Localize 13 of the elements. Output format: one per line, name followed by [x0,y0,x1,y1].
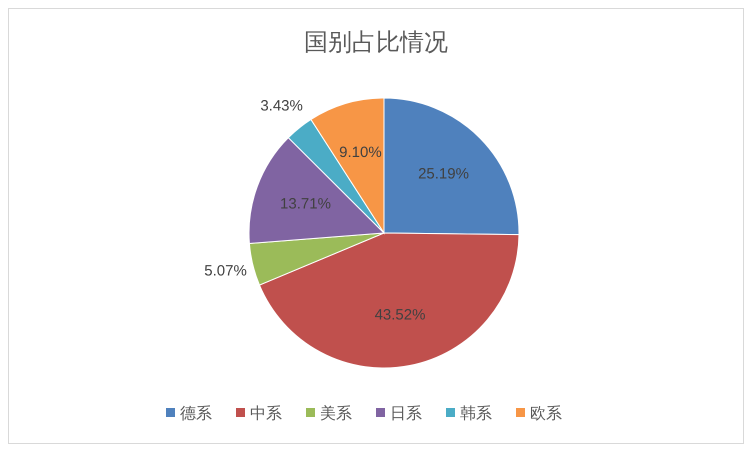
legend-label: 中系 [250,404,282,422]
data-label: 3.43% [260,98,303,115]
chart-title: 国别占比情况 [304,28,448,56]
legend-label: 韩系 [460,404,492,422]
legend-label: 美系 [320,404,352,422]
data-label: 9.10% [339,144,382,162]
data-label: 13.71% [280,196,331,213]
legend-label: 德系 [180,404,212,422]
legend-label: 欧系 [530,404,562,422]
data-label: 43.52% [374,306,426,324]
legend-label: 日系 [390,404,422,422]
data-label: 25.19% [418,166,469,183]
data-label: 5.07% [204,262,247,280]
